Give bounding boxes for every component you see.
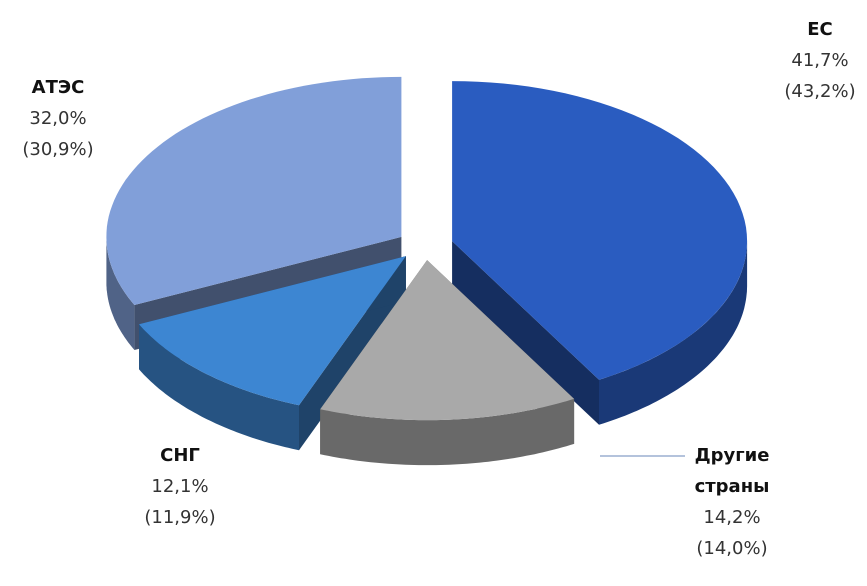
slice-side: [320, 398, 575, 466]
value-label: 14,2%: [703, 507, 761, 528]
slice-side: [106, 236, 135, 350]
data-label: АТЭС 32,0% (30,9%): [22, 72, 93, 165]
data-label: ЕС 41,7% (43,2%): [784, 14, 855, 107]
previous-value-label: (43,2%): [784, 81, 856, 102]
data-label: Другие страны 14,2% (14,0%): [677, 440, 787, 564]
value-label: 32,0%: [29, 108, 87, 129]
slice: [452, 81, 748, 380]
slice: [320, 260, 575, 421]
slice-side: [139, 324, 299, 451]
slice: [106, 76, 402, 306]
slice-side: [599, 241, 748, 425]
previous-value-label: (11,9%): [144, 507, 216, 528]
value-label: 12,1%: [151, 476, 209, 497]
category-label: АТЭС: [31, 77, 85, 98]
category-label: ЕС: [807, 19, 833, 40]
previous-value-label: (30,9%): [22, 139, 94, 160]
slice-wall: [452, 241, 599, 425]
category-label: Другие страны: [694, 445, 770, 497]
value-label: 41,7%: [791, 50, 849, 71]
previous-value-label: (14,0%): [696, 538, 768, 559]
slice: [139, 256, 406, 406]
category-label: СНГ: [160, 445, 200, 466]
data-label: СНГ 12,1% (11,9%): [144, 440, 215, 533]
